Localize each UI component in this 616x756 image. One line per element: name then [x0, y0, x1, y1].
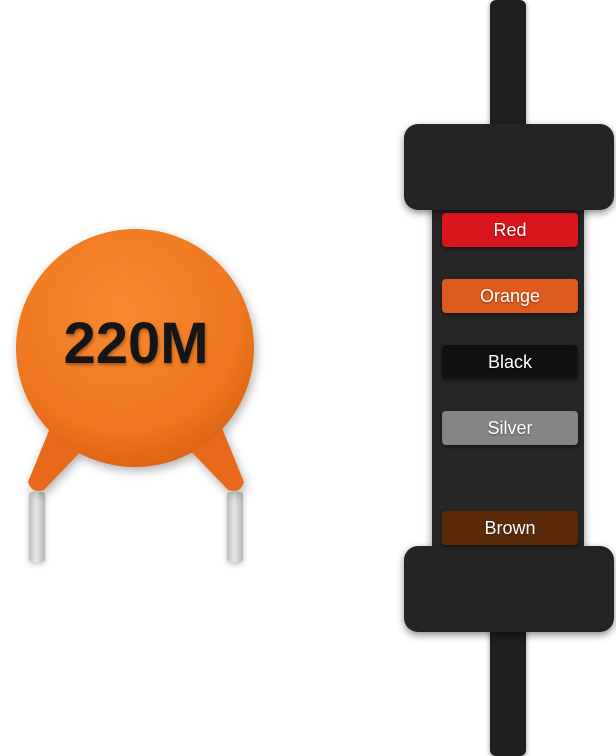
capacitor-lead-right [227, 492, 243, 562]
resistor-end-cap-top [404, 124, 614, 210]
resistor-band-2: Orange [442, 279, 578, 313]
ceramic-capacitor: 220M [0, 0, 300, 600]
resistor-band-1: Red [442, 213, 578, 247]
resistor-end-cap-bottom [404, 546, 614, 632]
resistor-band-4: Silver [442, 411, 578, 445]
resistor-lead-top [490, 0, 526, 140]
capacitor-lead-left [29, 492, 45, 562]
resistor-band-3: Black [442, 345, 578, 379]
resistor-band-5: Brown [442, 511, 578, 545]
resistor: Red Orange Black Silver Brown [400, 0, 616, 756]
capacitor-body [16, 229, 254, 491]
resistor-lead-bottom [490, 618, 526, 756]
capacitor-value-label: 220M [63, 311, 209, 376]
